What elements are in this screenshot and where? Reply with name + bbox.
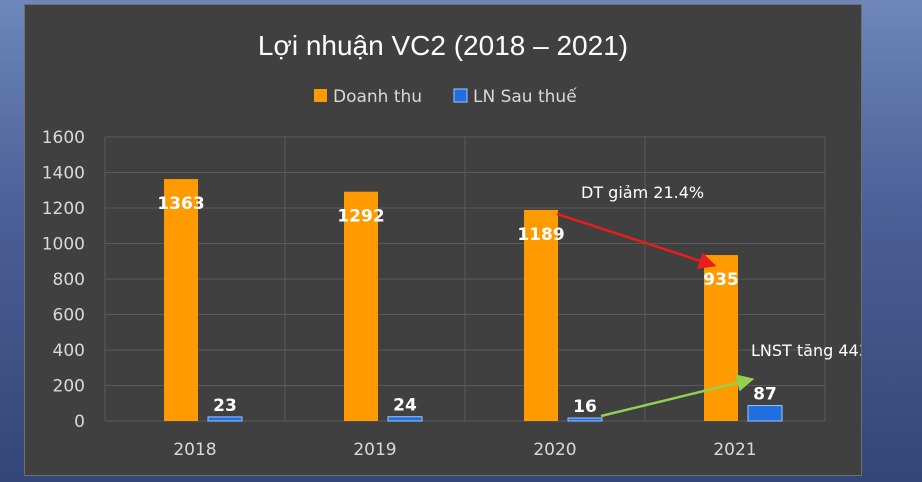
chart-title: Lợi nhuận VC2 (2018 – 2021) [258, 30, 628, 61]
arrow-lnst-increase [600, 374, 755, 418]
y-tick-label: 1200 [42, 199, 85, 219]
annotations: DT giảm 21.4% LNST tăng 443.8% [556, 183, 861, 418]
y-tick-label: 1600 [42, 128, 85, 148]
legend-label-doanh-thu: Doanh thu [333, 87, 422, 107]
bar-ln-sau-thue-2021 [747, 405, 783, 422]
data-labels: 1363 23 1292 24 1189 16 935 87 [157, 194, 777, 417]
y-tick-label: 0 [74, 412, 85, 432]
annotation-dt-decline: DT giảm 21.4% [581, 183, 704, 202]
bar-doanh-thu-2018 [164, 179, 198, 421]
x-tick-label: 2019 [353, 440, 396, 460]
x-axis-ticks: 2018 2019 2020 2021 [173, 440, 756, 460]
data-label: 87 [753, 385, 777, 405]
y-tick-label: 200 [53, 377, 85, 397]
gridlines [104, 136, 826, 422]
legend: Doanh thu LN Sau thuế [314, 86, 577, 107]
x-tick-label: 2018 [173, 440, 216, 460]
arrow-dt-decline [556, 212, 717, 269]
annotation-lnst-increase: LNST tăng 443.8% [751, 341, 861, 360]
data-label: 24 [393, 396, 417, 416]
y-tick-label: 1400 [42, 164, 85, 184]
chart-frame: Lợi nhuận VC2 (2018 – 2021) Doanh thu LN… [24, 4, 862, 476]
x-tick-label: 2020 [533, 440, 576, 460]
x-tick-label: 2021 [713, 440, 756, 460]
data-label: 23 [213, 396, 237, 416]
profit-bar-chart: Lợi nhuận VC2 (2018 – 2021) Doanh thu LN… [42, 30, 861, 460]
y-tick-label: 800 [53, 270, 85, 290]
legend-swatch-doanh-thu [314, 89, 327, 102]
bar-doanh-thu-2021 [704, 255, 738, 421]
bar-doanh-thu-2019 [344, 191, 378, 421]
bar-doanh-thu-2020 [524, 209, 558, 421]
data-label: 935 [703, 270, 739, 290]
y-tick-label: 1000 [42, 235, 85, 255]
y-tick-label: 400 [53, 341, 85, 361]
bar-ln-sau-thue-2019 [387, 416, 423, 422]
data-label: 1363 [157, 194, 204, 214]
legend-swatch-ln-sau-thue [453, 88, 468, 103]
data-label: 1292 [337, 207, 384, 227]
data-label: 1189 [517, 225, 564, 245]
bar-ln-sau-thue-2020 [567, 417, 603, 422]
data-label: 16 [573, 397, 597, 417]
legend-label-ln-sau-thue: LN Sau thuế [473, 86, 577, 107]
y-tick-label: 600 [53, 306, 85, 326]
bar-ln-sau-thue-2018 [207, 416, 243, 422]
bars [164, 179, 783, 422]
y-axis-ticks: 0 200 400 600 800 1000 1200 1400 1600 [42, 128, 85, 432]
